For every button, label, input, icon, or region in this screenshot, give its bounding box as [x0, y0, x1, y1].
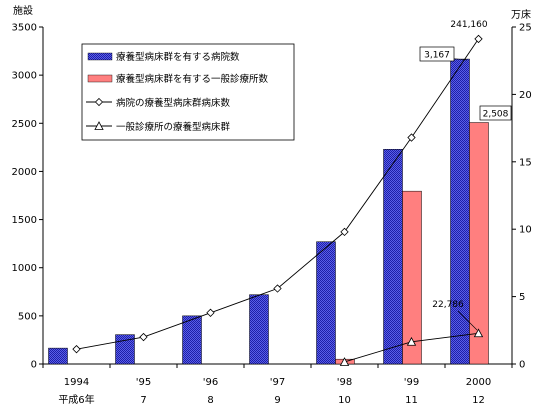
hospital-beds-point	[273, 284, 282, 293]
legend-box	[81, 43, 295, 141]
x-tick-label: '99	[404, 377, 419, 388]
hospital-beds-point	[407, 133, 416, 142]
bar-clinics	[402, 190, 422, 365]
legend-marker-triangle	[94, 121, 104, 130]
y-left-tick-label: 0	[31, 360, 37, 371]
annotation-leader-22786	[457, 310, 478, 331]
annotation-box-3167	[419, 46, 455, 62]
y-left-tick-label: 1500	[12, 215, 37, 226]
x-tick-label: '95	[136, 377, 151, 388]
y-right-tick-label: 10	[519, 225, 532, 236]
y-right-tick-label: 20	[519, 90, 532, 101]
clinic-beds-point	[339, 357, 350, 366]
annotations: 3,167 2,508 241,160 22,786	[419, 20, 512, 331]
annotation-box-2508	[479, 105, 512, 121]
legend-label-hospital-bars: 療養型病床群を有する病院数	[116, 51, 240, 63]
x-tick-label: '98	[337, 377, 352, 388]
hospital-beds-point	[139, 332, 148, 342]
x-tick-sublabel: 9	[274, 395, 280, 406]
y-right-axis-label: 万床	[511, 8, 531, 21]
x-tick-label: '96	[203, 377, 218, 388]
x-tick-sublabel: 12	[472, 395, 485, 406]
lines	[72, 34, 484, 366]
legend-label-clinic-beds: 一般診療所の療養型病床群	[116, 121, 231, 133]
clinic-beds-point	[406, 336, 417, 346]
legend: 療養型病床群を有する病院数 療養型病床群を有する一般診療所数 病院の療養型病床群…	[81, 43, 295, 141]
hospital-beds-point	[206, 308, 215, 317]
y-left-tick-label: 2500	[12, 119, 37, 130]
y-left-tick-label: 3500	[12, 23, 37, 34]
bars	[48, 58, 489, 365]
legend-marker-diamond	[94, 97, 104, 107]
y-right-tick-label: 0	[519, 360, 525, 371]
hospital-beds-point	[474, 34, 483, 44]
y-left-tick-label: 2000	[12, 167, 37, 178]
annotation-2508: 2,508	[483, 110, 509, 120]
bar-hospitals	[249, 294, 269, 365]
bar-hospitals	[383, 149, 403, 365]
y-left-tick-label: 3000	[12, 71, 37, 82]
x-tick-sublabel: 平成6年	[58, 393, 94, 406]
x-tick-sublabel: 11	[405, 395, 418, 406]
x-tick-sublabel: 8	[207, 395, 213, 406]
legend-swatch-clinic-bars	[87, 74, 113, 83]
legend-label-clinic-bars: 療養型病床群を有する一般診療所数	[116, 73, 269, 85]
y-left-tick-label: 1000	[12, 263, 37, 274]
annotation-241160: 241,160	[450, 20, 487, 30]
legend-label-hospital-beds: 病院の療養型病床群病床数	[116, 97, 231, 109]
x-tick-sublabel: 7	[140, 395, 146, 406]
clinic-beds-point	[473, 328, 484, 338]
x-tick-label: 1994	[64, 377, 89, 388]
bar-hospitals	[450, 58, 470, 365]
annotation-22786: 22,786	[432, 300, 464, 310]
x-tick-label: '97	[270, 377, 285, 388]
legend-swatch-hospital-bars	[87, 52, 113, 61]
y-right-tick-label: 25	[519, 23, 532, 34]
annotation-3167: 3,167	[424, 51, 450, 61]
bar-hospitals	[48, 347, 68, 365]
bar-hospitals	[182, 315, 202, 365]
x-tick-sublabel: 10	[338, 395, 351, 406]
bar-hospitals	[115, 334, 135, 365]
bar-clinics	[469, 122, 489, 365]
y-left-tick-label: 500	[18, 311, 37, 322]
y-left-axis-label: 施設	[13, 4, 33, 17]
y-right-tick-label: 15	[519, 157, 532, 168]
y-right-tick-label: 5	[519, 292, 525, 303]
x-tick-label: 2000	[466, 377, 491, 388]
hospital-beds-point	[72, 345, 81, 354]
bar-hospitals	[316, 241, 336, 365]
hospital-beds-point	[340, 227, 349, 237]
